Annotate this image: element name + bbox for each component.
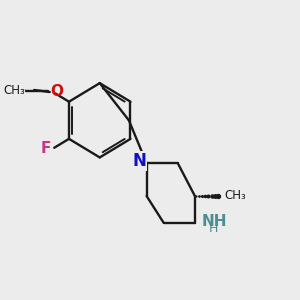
Text: NH: NH xyxy=(201,214,227,230)
Text: O: O xyxy=(50,84,63,99)
Text: H: H xyxy=(208,222,218,235)
Text: F: F xyxy=(40,141,51,156)
Text: methoxy: methoxy xyxy=(21,89,27,90)
Text: CH₃: CH₃ xyxy=(224,189,246,202)
Text: N: N xyxy=(133,152,146,170)
Text: CH₃: CH₃ xyxy=(3,84,25,98)
